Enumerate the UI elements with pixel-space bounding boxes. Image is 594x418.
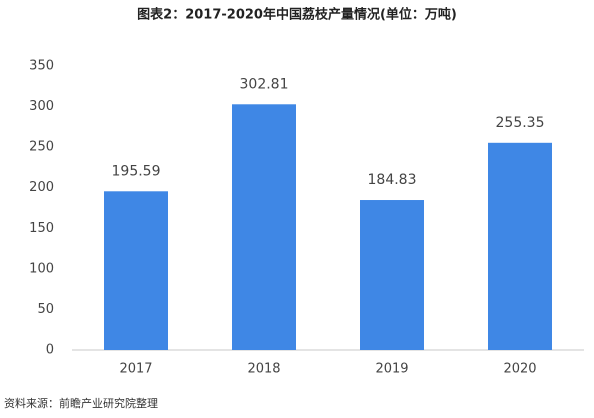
y-tick-label: 350	[29, 59, 54, 74]
x-tick-label: 2018	[247, 362, 280, 377]
source-note: 资料来源：前瞻产业研究院整理	[4, 396, 158, 410]
y-tick-label: 150	[29, 221, 54, 236]
y-tick-label: 0	[46, 343, 54, 358]
value-label: 255.35	[496, 115, 545, 131]
chart-title: 图表2：2017-2020年中国荔枝产量情况(单位：万吨)	[137, 7, 457, 23]
y-tick-label: 250	[29, 140, 54, 155]
x-tick-label: 2017	[119, 362, 152, 377]
bar	[232, 104, 296, 350]
bar	[488, 142, 552, 350]
x-tick-label: 2020	[503, 362, 536, 377]
y-tick-label: 300	[29, 99, 54, 114]
y-tick-label: 200	[29, 180, 54, 195]
value-label: 302.81	[240, 76, 289, 92]
x-tick-label: 2019	[375, 362, 408, 377]
y-tick-label: 50	[37, 302, 54, 317]
bar	[104, 191, 168, 350]
bar	[360, 200, 424, 350]
value-label: 184.83	[368, 172, 417, 188]
y-tick-label: 100	[29, 261, 54, 276]
value-label: 195.59	[112, 163, 161, 179]
